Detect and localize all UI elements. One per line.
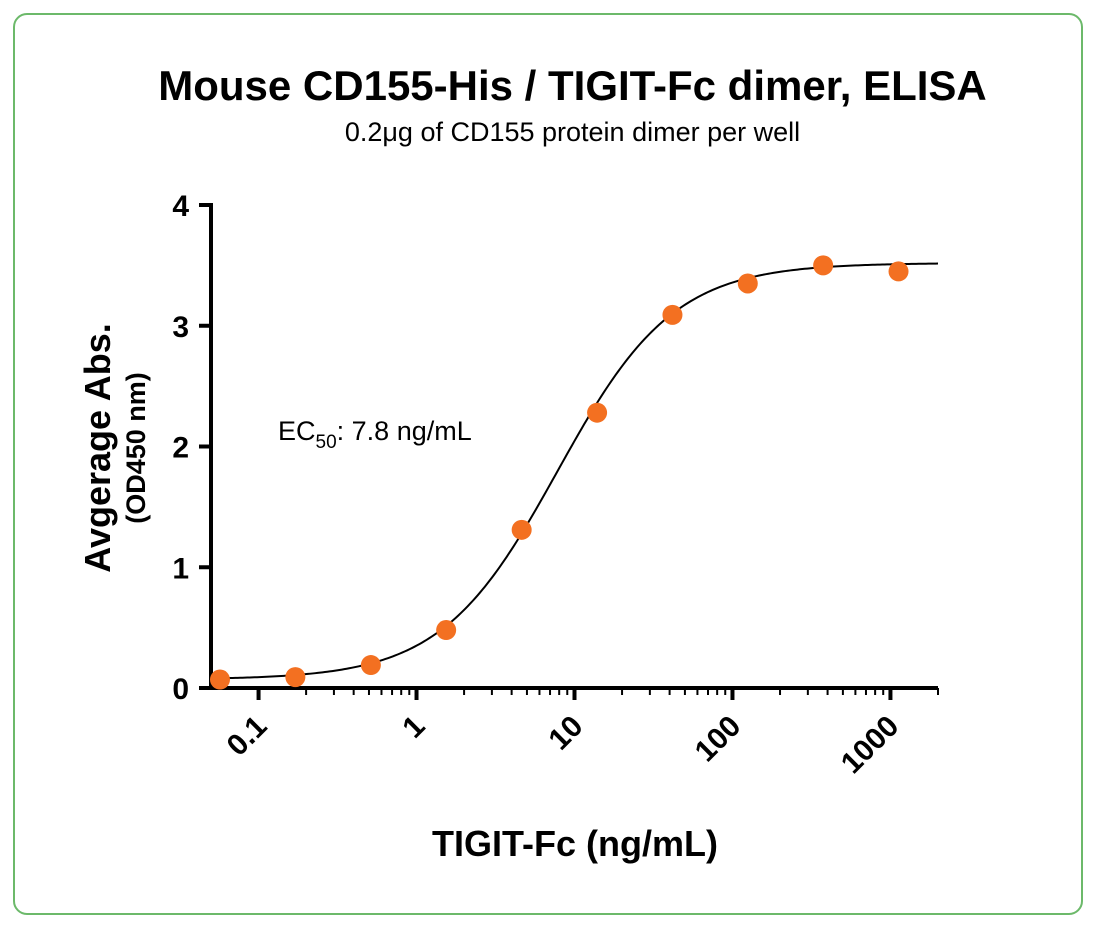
x-tick-label: 1000: [835, 710, 906, 781]
chart-title: Mouse CD155-His / TIGIT-Fc dimer, ELISA: [158, 62, 987, 109]
ec50-value: : 7.8 ng/mL: [337, 416, 472, 446]
fit-curve: [210, 262, 939, 680]
y-tick-label: 2: [172, 432, 189, 465]
y-tick-label: 1: [172, 552, 189, 585]
chart-subtitle: 0.2μg of CD155 protein dimer per well: [344, 117, 801, 147]
data-point: [360, 655, 381, 676]
data-point: [209, 669, 230, 690]
ec50-annotation: EC50: 7.8 ng/mL: [278, 416, 472, 453]
y-tick-label: 0: [172, 673, 189, 706]
x-tick-label: 0.1: [221, 710, 274, 763]
data-point: [511, 519, 532, 540]
ec50-prefix: EC: [278, 416, 316, 446]
x-tick-label: 100: [689, 710, 748, 769]
x-axis-label: TIGIT-Fc (ng/mL): [432, 823, 718, 864]
ec50-subscript: 50: [316, 432, 337, 453]
y-axis-sublabel: (OD450 nm): [121, 372, 151, 524]
axes: 0 1 2 3 4 0.1 1 10 100 1000: [172, 190, 939, 781]
data-point: [662, 304, 683, 325]
data-point: [285, 667, 306, 688]
data-point: [436, 620, 457, 641]
x-tick-label: 1: [396, 710, 431, 745]
x-tick-label: 10: [543, 710, 590, 757]
y-tick-label: 3: [172, 311, 189, 344]
y-axis-label: Avgerage Abs.: [77, 323, 118, 572]
data-point: [737, 273, 758, 294]
data-point: [888, 261, 909, 282]
data-points: [209, 255, 909, 690]
data-point: [813, 255, 834, 276]
chart-frame: [13, 13, 1083, 915]
data-point: [587, 402, 608, 423]
y-tick-label: 4: [172, 190, 189, 223]
